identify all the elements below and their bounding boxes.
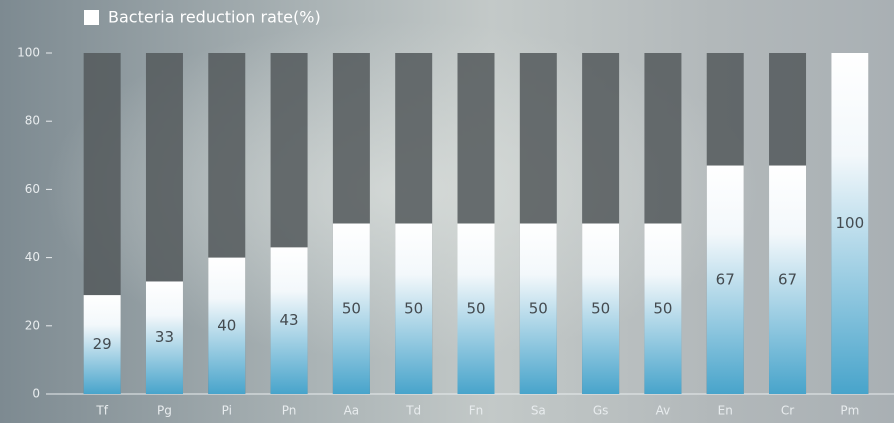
value-label: 43 [280,311,299,329]
y-tick-label: 0 [32,387,40,401]
x-tick-label: Sa [531,404,546,418]
value-label: 67 [778,270,797,288]
x-tick-label: Fn [469,404,484,418]
value-label: 50 [529,299,548,317]
x-tick-label: Cr [781,404,794,418]
bar [706,165,744,394]
bar [270,247,308,394]
value-label: 29 [93,335,112,353]
x-tick-label: Pn [282,404,297,418]
x-tick-label: Pi [222,404,232,418]
value-label: 40 [217,316,236,334]
y-tick-label: 60 [25,182,40,196]
value-label: 50 [466,299,485,317]
bar [644,223,682,394]
legend-swatch [84,10,99,25]
bar [457,223,495,394]
x-tick-label: Td [405,404,421,418]
value-label: 50 [653,299,672,317]
x-tick-label: Aa [344,404,360,418]
y-tick-label: 20 [25,318,40,332]
bar [208,257,246,394]
bar [519,223,557,394]
x-tick-label: Gs [593,404,609,418]
value-label: 50 [591,299,610,317]
x-tick-label: En [718,404,733,418]
value-label: 33 [155,328,174,346]
bar [332,223,370,394]
bar [769,165,807,394]
bar [582,223,620,394]
x-tick-label: Pm [840,404,859,418]
value-label: 50 [342,299,361,317]
bar [395,223,433,394]
bar [831,53,869,394]
bar [83,295,121,394]
y-tick-label: 40 [25,250,40,264]
x-tick-label: Av [656,404,671,418]
legend-label: Bacteria reduction rate(%) [108,8,321,27]
value-label: 50 [404,299,423,317]
x-tick-label: Tf [95,404,108,418]
bar [145,281,183,394]
x-tick-label: Pg [157,404,172,418]
y-tick-label: 80 [25,114,40,128]
value-label: 100 [836,214,865,232]
y-tick-label: 100 [17,46,40,60]
value-label: 67 [716,270,735,288]
